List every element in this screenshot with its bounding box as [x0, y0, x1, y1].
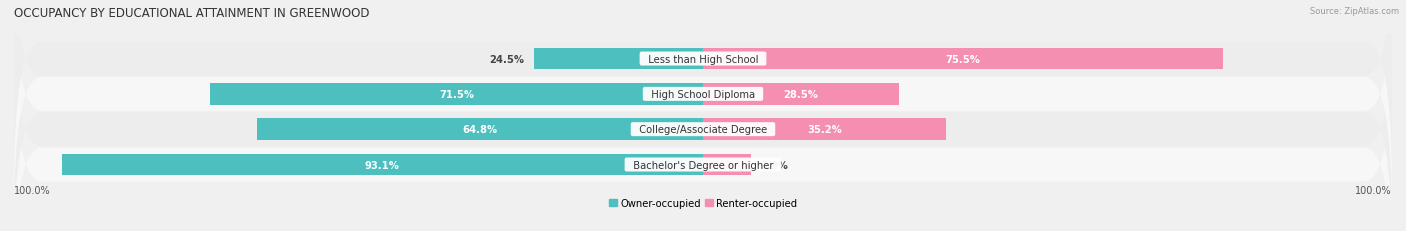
FancyBboxPatch shape [14, 0, 1392, 183]
Text: 35.2%: 35.2% [807, 125, 842, 135]
Text: 93.1%: 93.1% [366, 160, 399, 170]
Bar [62, 154, 703, 176]
Text: Source: ZipAtlas.com: Source: ZipAtlas.com [1310, 7, 1399, 16]
Bar [703, 154, 751, 176]
Text: 100.0%: 100.0% [1355, 185, 1392, 195]
Text: Bachelor's Degree or higher: Bachelor's Degree or higher [627, 160, 779, 170]
FancyBboxPatch shape [14, 6, 1392, 231]
FancyBboxPatch shape [14, 0, 1392, 218]
Text: 6.9%: 6.9% [761, 160, 789, 170]
Text: High School Diploma: High School Diploma [645, 89, 761, 99]
Bar [703, 84, 900, 105]
Text: 24.5%: 24.5% [489, 54, 524, 64]
Bar [211, 84, 703, 105]
Bar [256, 119, 703, 140]
Text: College/Associate Degree: College/Associate Degree [633, 125, 773, 135]
Text: 100.0%: 100.0% [14, 185, 51, 195]
Bar [703, 119, 945, 140]
Text: Less than High School: Less than High School [641, 54, 765, 64]
Bar [534, 48, 703, 70]
Text: OCCUPANCY BY EDUCATIONAL ATTAINMENT IN GREENWOOD: OCCUPANCY BY EDUCATIONAL ATTAINMENT IN G… [14, 7, 370, 20]
FancyBboxPatch shape [14, 41, 1392, 231]
Text: 64.8%: 64.8% [463, 125, 498, 135]
Text: 28.5%: 28.5% [783, 89, 818, 99]
Text: 71.5%: 71.5% [439, 89, 474, 99]
Legend: Owner-occupied, Renter-occupied: Owner-occupied, Renter-occupied [605, 194, 801, 212]
Text: 75.5%: 75.5% [946, 54, 980, 64]
Bar [703, 48, 1223, 70]
